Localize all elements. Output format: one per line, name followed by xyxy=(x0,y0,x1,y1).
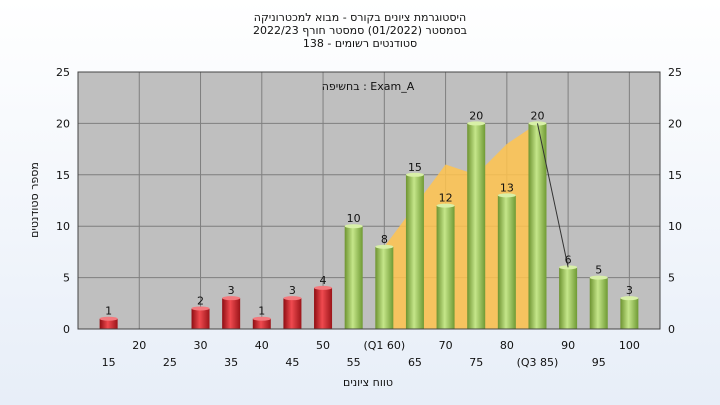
y-tick-left: 15 xyxy=(56,169,70,182)
bar-value-label: 6 xyxy=(565,253,572,266)
bar-90 xyxy=(559,267,578,329)
bar-80 xyxy=(497,195,516,329)
bar-value-label: 20 xyxy=(530,109,544,122)
bar-value-label: 10 xyxy=(347,212,361,225)
bar-15 xyxy=(99,318,118,329)
bar-85 xyxy=(528,123,547,330)
bar-value-label: 12 xyxy=(439,192,453,205)
y-tick-right: 5 xyxy=(668,272,675,285)
y-tick-left: 0 xyxy=(63,323,70,336)
bar-40 xyxy=(252,318,271,329)
title-line-2: בסמסטר (01/2022) סמסטר חורף 2022/23 xyxy=(253,24,467,37)
bar-value-label: 3 xyxy=(228,284,235,297)
bar-cap-100 xyxy=(620,296,639,301)
x-tick-upper: 100 xyxy=(619,339,640,352)
bar-cap-45 xyxy=(283,296,302,301)
x-tick-upper: 50 xyxy=(316,339,330,352)
bar-100 xyxy=(620,298,639,329)
bar-cap-40 xyxy=(252,316,271,321)
bar-cap-55 xyxy=(344,224,363,229)
bar-value-label: 3 xyxy=(289,284,296,297)
bar-value-label: 2 xyxy=(197,294,204,307)
title-line-3: סטודנטים רשומים - 138 xyxy=(303,37,417,50)
bar-value-label: 5 xyxy=(595,264,602,277)
bar-cap-95 xyxy=(589,275,608,280)
y-tick-left: 5 xyxy=(63,272,70,285)
x-tick-upper: 90 xyxy=(561,339,575,352)
y-tick-right: 0 xyxy=(668,323,675,336)
x-tick-lower: 15 xyxy=(102,356,116,369)
bar-cap-50 xyxy=(314,285,333,290)
bar-65 xyxy=(405,174,424,329)
bar-cap-80 xyxy=(497,193,516,198)
bar-cap-75 xyxy=(467,121,486,126)
x-tick-lower: 35 xyxy=(224,356,238,369)
bar-cap-30 xyxy=(191,306,210,311)
y-tick-right: 25 xyxy=(668,66,682,79)
bar-cap-15 xyxy=(99,316,118,321)
title-line-1: היסטוגרמת ציונים בקורס - מבוא למכטרוניקה xyxy=(254,11,466,24)
x-tick-upper: 40 xyxy=(255,339,269,352)
bar-cap-60 xyxy=(375,244,394,249)
y-tick-left: 20 xyxy=(56,117,70,130)
bar-cap-35 xyxy=(222,296,241,301)
y-axis-title: מספר סטודנטים xyxy=(28,162,41,238)
bar-value-label: 15 xyxy=(408,161,422,174)
y-tick-left: 25 xyxy=(56,66,70,79)
x-tick-lower: 75 xyxy=(469,356,483,369)
x-tick-lower: (Q3 85) xyxy=(517,356,559,369)
bar-70 xyxy=(436,205,455,329)
bar-cap-65 xyxy=(405,172,424,177)
bar-50 xyxy=(314,287,333,329)
plot-frame xyxy=(77,71,661,330)
bar-35 xyxy=(222,298,241,329)
x-tick-lower: 95 xyxy=(592,356,606,369)
bars xyxy=(99,121,639,330)
bar-30 xyxy=(191,308,210,329)
x-tick-lower: 65 xyxy=(408,356,422,369)
bar-value-label: 4 xyxy=(320,274,327,287)
y-tick-left: 10 xyxy=(56,220,70,233)
trend-line-segment xyxy=(536,123,569,268)
bar-value-label: 3 xyxy=(626,284,633,297)
inner-label: בחשיפה : Exam_A xyxy=(322,80,415,93)
bar-55 xyxy=(344,226,363,329)
bar-value-label: 1 xyxy=(258,305,265,318)
y-tick-right: 20 xyxy=(668,117,682,130)
trend-line xyxy=(536,123,569,268)
x-tick-upper: 20 xyxy=(132,339,146,352)
bar-value-label: 13 xyxy=(500,181,514,194)
x-tick-upper: (Q1 60) xyxy=(363,339,405,352)
x-tick-lower: 25 xyxy=(163,356,177,369)
bar-value-label: 1 xyxy=(105,305,112,318)
bar-75 xyxy=(467,123,486,330)
bar-value-label: 20 xyxy=(469,109,483,122)
x-tick-lower: 55 xyxy=(347,356,361,369)
bar-45 xyxy=(283,298,302,329)
x-tick-lower: 45 xyxy=(285,356,299,369)
bar-cap-70 xyxy=(436,203,455,208)
x-tick-upper: 30 xyxy=(194,339,208,352)
bar-95 xyxy=(589,277,608,329)
bar-value-label: 8 xyxy=(381,233,388,246)
x-tick-upper: 70 xyxy=(439,339,453,352)
x-axis-title: טווח ציונים xyxy=(343,376,393,389)
x-tick-upper: 80 xyxy=(500,339,514,352)
chart-title: היסטוגרמת ציונים בקורס - מבוא למכטרוניקה… xyxy=(253,11,467,50)
bar-60 xyxy=(375,246,394,329)
y-tick-right: 10 xyxy=(668,220,682,233)
y-tick-right: 15 xyxy=(668,169,682,182)
